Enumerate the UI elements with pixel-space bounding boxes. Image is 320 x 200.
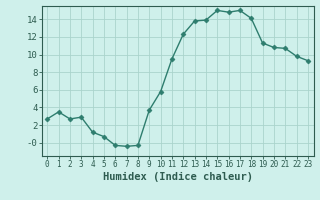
X-axis label: Humidex (Indice chaleur): Humidex (Indice chaleur) [103,172,252,182]
